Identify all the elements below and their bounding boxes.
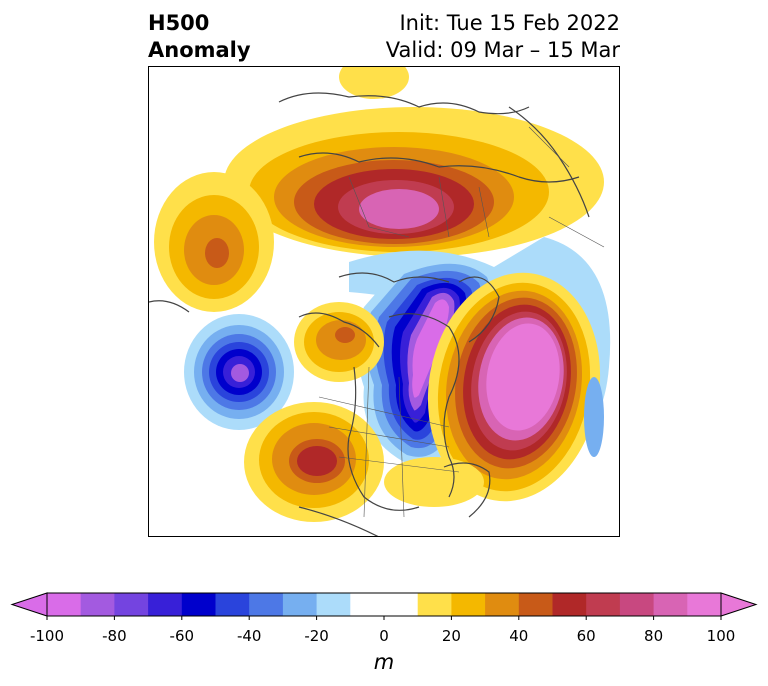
colorbar-segment [619, 593, 655, 616]
colorbar-over-arrow [720, 592, 758, 617]
colorbar-tick-label: -40 [236, 627, 262, 645]
colorbar-segment [417, 593, 452, 616]
colorbar-segments [47, 593, 722, 616]
anomaly-bering-positive [154, 172, 274, 312]
colorbar-segment [282, 593, 318, 616]
colorbar-segment [249, 593, 284, 616]
colorbar-segment [485, 593, 520, 616]
anomaly-map [148, 66, 620, 537]
anomaly-sw-us-positive [244, 402, 384, 522]
colorbar-segment [316, 593, 351, 616]
colorbar-segment [181, 593, 216, 616]
title-line-1: H500 [148, 11, 210, 35]
title-line-2: Anomaly [148, 38, 251, 62]
colorbar-segment [148, 593, 183, 616]
colorbar-segment [350, 593, 419, 616]
anomaly-atlantic-positive [427, 272, 601, 502]
colorbar [10, 592, 758, 620]
date-info: Init: Tue 15 Feb 2022 Valid: 09 Mar – 15… [386, 10, 620, 64]
anomaly-siberia-positive [224, 107, 604, 257]
colorbar-ticks [46, 616, 722, 620]
anomaly-pacific-negative [184, 314, 294, 430]
colorbar-segment [518, 593, 553, 616]
colorbar-tick-label: 20 [441, 627, 461, 645]
political-borders [318, 126, 605, 518]
map-canvas [149, 67, 611, 536]
colorbar-segment [687, 593, 722, 616]
coastlines [149, 92, 590, 536]
anomaly-arctic-positive [339, 67, 409, 99]
colorbar-tick-label: -100 [29, 627, 65, 645]
colorbar-segment [451, 593, 486, 616]
colorbar-under-arrow [10, 592, 48, 617]
colorbar-tick-label: -80 [102, 627, 127, 645]
colorbar-segment [47, 593, 82, 616]
colorbar-tick-label: 40 [509, 627, 529, 645]
colorbar-tick-label: 100 [706, 627, 736, 645]
colorbar-segment [215, 593, 250, 616]
init-date: Init: Tue 15 Feb 2022 [399, 11, 620, 35]
anomaly-east-negative [584, 377, 604, 457]
anomaly-fields [154, 67, 611, 522]
colorbar-segment [80, 593, 115, 616]
colorbar-tick-label: -20 [304, 627, 329, 645]
colorbar-segment [552, 593, 587, 616]
colorbar-segment [653, 593, 688, 616]
colorbar-tick-label: 80 [644, 627, 664, 645]
colorbar-unit-label: m [373, 650, 395, 674]
colorbar-segment [586, 593, 621, 616]
colorbar-tick-label: -60 [169, 627, 195, 645]
anomaly-gulf-positive [384, 457, 484, 507]
chart-title: H500 Anomaly [148, 10, 251, 64]
valid-range: Valid: 09 Mar – 15 Mar [385, 38, 620, 62]
colorbar-tick-label: 60 [576, 627, 596, 645]
colorbar-segment [114, 593, 149, 616]
colorbar-tick-label: 0 [379, 627, 389, 645]
